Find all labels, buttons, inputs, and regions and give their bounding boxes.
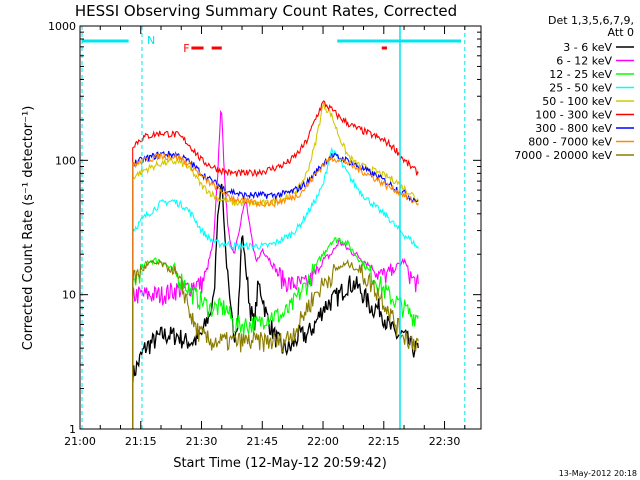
f-annotation: F [183,42,189,55]
x-tick-label: 21:30 [186,435,218,448]
footer-date: 13-May-2012 20:18 [559,469,637,478]
series-line [132,236,419,429]
overlay-markers: NF [81,26,466,429]
x-tick-label: 21:15 [125,435,157,448]
legend-label: 6 - 12 keV [556,55,612,68]
x-tick-label: 21:45 [246,435,278,448]
series-line [132,183,419,429]
x-tick-label: 21:00 [64,435,96,448]
n-annotation: N [147,34,155,47]
legend-label: 25 - 50 keV [549,82,612,95]
y-tick-label: 1 [69,423,76,436]
chart-title: HESSI Observing Summary Count Rates, Cor… [75,2,457,20]
legend-header-attenuator: Att 0 [608,26,634,39]
axes: 1 10 100 1000 21:00 21:15 21:30 21:45 22:00 22:15… [48,20,482,448]
series-line [132,150,419,429]
x-tick-label: 22:00 [307,435,339,448]
legend-label: 800 - 7000 keV [528,136,612,149]
legend-label: 3 - 6 keV [563,41,612,54]
legend-label: 100 - 300 keV [535,109,612,122]
legend-label: 300 - 800 keV [535,122,612,135]
series-line [132,258,419,429]
y-tick-label: 100 [55,154,76,167]
y-axis-label: Corrected Count Rate (s⁻¹ detector⁻¹) [21,106,36,351]
x-tick-label: 22:15 [368,435,400,448]
series-line [132,152,419,429]
y-tick-label: 1000 [48,20,76,33]
legend-label: 12 - 25 keV [549,68,612,81]
x-tick-label: 22:30 [429,435,461,448]
series-lines [132,100,419,429]
x-axis-label: Start Time (12-May-12 20:59:42) [173,456,387,471]
y-tick-label: 10 [62,289,76,302]
legend-label: 50 - 100 keV [542,95,612,108]
legend-label: 7000 - 20000 keV [514,149,612,162]
plot-frame [79,25,482,430]
series-line [132,100,419,429]
legend-header-detectors: Det 1,3,5,6,7,9, [548,14,634,27]
series-line [132,146,419,429]
